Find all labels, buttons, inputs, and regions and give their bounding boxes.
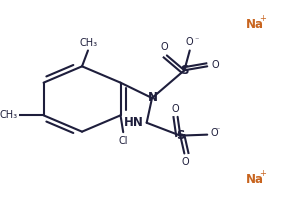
Text: O: O: [171, 104, 179, 114]
Text: O: O: [211, 128, 218, 138]
Text: +: +: [259, 14, 266, 23]
Text: S: S: [180, 64, 189, 77]
Text: Na: Na: [246, 173, 264, 186]
Text: S: S: [176, 129, 185, 142]
Text: ⁻: ⁻: [195, 36, 199, 45]
Text: Cl: Cl: [118, 136, 128, 146]
Text: O: O: [186, 37, 194, 47]
Text: O: O: [160, 42, 168, 52]
Text: CH₃: CH₃: [0, 110, 18, 120]
Text: +: +: [259, 169, 266, 178]
Text: HN: HN: [124, 116, 143, 129]
Text: O: O: [211, 60, 219, 70]
Text: O: O: [182, 157, 190, 167]
Text: N: N: [148, 91, 158, 104]
Text: ⁻: ⁻: [216, 126, 220, 135]
Text: Na: Na: [246, 18, 264, 31]
Text: CH₃: CH₃: [80, 37, 98, 48]
